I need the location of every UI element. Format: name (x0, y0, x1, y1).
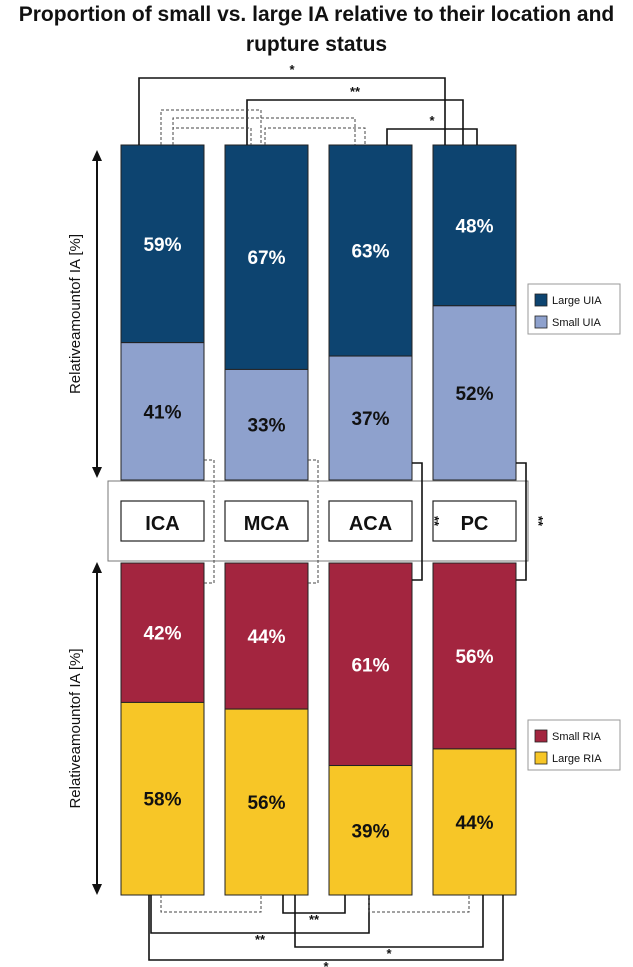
y-axis-arrow-bottom-head-bottom (92, 884, 102, 895)
category-box-mca (224, 500, 309, 542)
legend-bottom-swatch-0 (534, 729, 548, 743)
bracket-bottom-1 (150, 895, 370, 934)
legend-top-label-1: Small UIA (552, 317, 602, 329)
bracket-top-star-1: ** (350, 84, 361, 99)
category-box-pc (432, 500, 517, 542)
label-large-uia-ica: 59% (143, 235, 181, 256)
category-label-pc: PC (461, 513, 489, 535)
bar-small-uia-pc (432, 305, 517, 481)
bar-large-uia-ica (120, 144, 205, 344)
label-large-uia-mca: 67% (247, 248, 285, 269)
legend-bottom-label-1: Large RIA (552, 753, 602, 765)
bracket-bottom-dashed-1 (368, 895, 470, 913)
label-large-uia-pc: 48% (455, 216, 493, 237)
segment-labels-layer: 59% 41% 67% 33% 63% 37% 48% 52% 42% 58% 44% 56% 61% 3… (143, 216, 493, 842)
bracket-bottom-star-2: * (386, 946, 392, 961)
bar-small-uia-ica (120, 342, 205, 481)
category-label-ica: ICA (145, 513, 179, 535)
label-small-ria-mca: 44% (247, 627, 285, 648)
bracket-bottom-star-3: * (323, 959, 329, 967)
label-large-ria-pc: 44% (455, 813, 493, 834)
bracket-top-0 (138, 77, 446, 145)
bar-large-ria-ica (120, 701, 205, 896)
label-large-uia-aca: 63% (351, 242, 389, 263)
legend-layer: Large UIA Small UIA Small RIA Large RIA (527, 283, 621, 771)
significance-brackets-layer: ************ ** (138, 62, 546, 967)
axes-layer: Relativeamountof IA [%] Relativeamountof … (67, 150, 102, 895)
bracket-top-1 (246, 99, 464, 145)
label-small-uia-pc: 52% (455, 384, 493, 405)
y-axis-label-bottom: Relativeamountof IA [%] (67, 648, 84, 808)
label-small-uia-aca: 37% (351, 409, 389, 430)
bar-large-ria-pc (432, 748, 517, 896)
y-axis-arrow-top-head-bottom (92, 467, 102, 478)
label-small-ria-ica: 42% (143, 624, 181, 645)
bracket-bottom-dashed-0 (160, 895, 262, 913)
label-large-ria-ica: 58% (143, 790, 181, 811)
bar-small-ria-mca (224, 562, 309, 710)
bracket-top-2 (386, 128, 478, 145)
label-small-ria-pc: 56% (455, 647, 493, 668)
connector-star-pc: ** (531, 516, 546, 527)
legend-top-swatch-1 (534, 315, 548, 329)
label-small-uia-mca: 33% (247, 416, 285, 437)
bar-small-uia-aca (328, 355, 413, 481)
bracket-top-dashed-1 (172, 117, 356, 145)
bar-small-ria-aca (328, 562, 413, 767)
category-label-aca: ACA (349, 513, 392, 535)
connector-dashed-ica (204, 459, 215, 584)
bracket-top-star-2: * (429, 113, 435, 128)
bracket-top-dashed-3 (172, 127, 252, 145)
bar-large-uia-aca (328, 144, 413, 357)
bar-small-ria-ica (120, 562, 205, 703)
bracket-bottom-star-0: ** (309, 912, 320, 927)
label-large-ria-aca: 39% (351, 821, 389, 842)
legend-bottom-swatch-1 (534, 751, 548, 765)
bracket-top-star-0: * (289, 62, 295, 77)
bracket-top-dashed-2 (264, 127, 366, 145)
connector-star-aca: ** (427, 516, 442, 527)
legend-top-label-0: Large UIA (552, 295, 602, 307)
bracket-bottom-3 (148, 895, 504, 961)
label-large-ria-mca: 56% (247, 793, 285, 814)
bar-large-uia-pc (432, 144, 517, 307)
y-axis-arrow-top-head-top (92, 150, 102, 161)
bar-large-ria-aca (328, 765, 413, 896)
bars-layer (120, 144, 517, 896)
label-small-uia-ica: 41% (143, 402, 181, 423)
bracket-bottom-star-1: ** (255, 932, 266, 947)
label-small-ria-aca: 61% (351, 655, 389, 676)
y-axis-label-top: Relativeamountof IA [%] (67, 234, 84, 394)
bar-small-uia-mca (224, 368, 309, 481)
bracket-bottom-0 (282, 895, 346, 914)
legend-top-swatch-0 (534, 293, 548, 307)
category-box-aca (328, 500, 413, 542)
connector-pc (516, 462, 527, 581)
bar-large-uia-mca (224, 144, 309, 370)
connector-dashed-mca (308, 459, 319, 584)
category-box-ica (120, 500, 205, 542)
bracket-bottom-2 (294, 895, 484, 948)
legend-bottom-label-0: Small RIA (552, 731, 602, 743)
category-label-mca: MCA (244, 513, 290, 535)
y-axis-arrow-bottom-head-top (92, 562, 102, 573)
chart-title: Proportion of small vs. large IA relativ… (18, 3, 615, 56)
bracket-top-dashed-0 (160, 109, 262, 145)
connector-aca (412, 462, 423, 581)
bar-large-ria-mca (224, 708, 309, 896)
